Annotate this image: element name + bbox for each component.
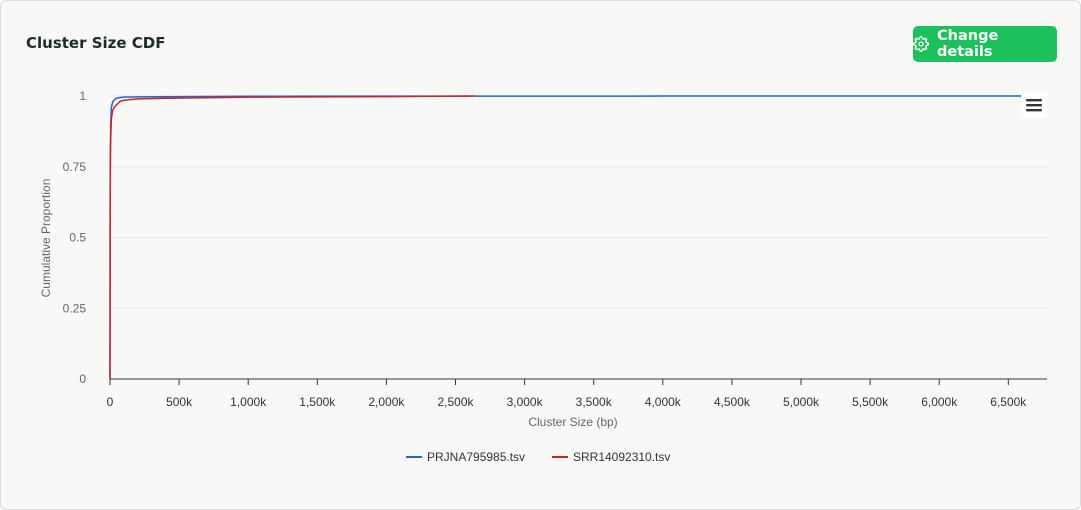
x-axis-label: Cluster Size (bp) xyxy=(528,415,617,429)
legend-label: PRJNA795985.tsv xyxy=(427,450,525,464)
y-tick-label: 0.25 xyxy=(63,301,87,315)
x-axis: 0 500k 1,000k 1,500k 2,000k 2,500k 3,000k 3,500… xyxy=(107,378,1047,409)
change-details-label: Change details xyxy=(937,28,999,60)
x-tick-label: 3,500k xyxy=(576,395,613,409)
x-tick-label: 1,500k xyxy=(299,395,336,409)
legend-item[interactable]: SRR14092310.tsv xyxy=(552,450,670,464)
x-tick-label: 4,000k xyxy=(645,395,682,409)
x-tick-label: 5,500k xyxy=(852,395,889,409)
gridlines xyxy=(110,95,1047,309)
x-tick-label: 3,000k xyxy=(507,395,544,409)
change-details-button[interactable]: Change details xyxy=(913,26,1057,62)
y-axis: 0 0.25 0.5 0.75 1 xyxy=(63,89,87,386)
x-tick-label: 1,000k xyxy=(230,395,267,409)
x-tick-label: 6,000k xyxy=(921,395,958,409)
y-tick-label: 0.75 xyxy=(63,160,87,174)
hamburger-menu-icon[interactable] xyxy=(1021,92,1047,118)
x-tick-label: 2,500k xyxy=(437,395,474,409)
x-tick-label: 500k xyxy=(166,395,193,409)
series-layer xyxy=(109,95,1023,380)
series-line xyxy=(109,95,475,380)
x-tick-label: 5,000k xyxy=(783,395,820,409)
y-tick-label: 0 xyxy=(79,372,86,386)
x-tick-label: 2,000k xyxy=(368,395,405,409)
gear-icon xyxy=(913,36,929,52)
chart-title: Cluster Size CDF xyxy=(26,34,166,52)
y-axis-label: Cumulative Proportion xyxy=(39,179,53,298)
y-tick-label: 0.5 xyxy=(69,231,86,245)
x-tick-label: 0 xyxy=(107,395,114,409)
x-tick-label: 4,500k xyxy=(714,395,751,409)
legend-label: SRR14092310.tsv xyxy=(573,450,670,464)
legend: PRJNA795985.tsv SRR14092310.tsv xyxy=(406,450,670,464)
y-tick-label: 1 xyxy=(79,89,86,103)
legend-item[interactable]: PRJNA795985.tsv xyxy=(406,450,525,464)
x-tick-label: 6,500k xyxy=(990,395,1027,409)
